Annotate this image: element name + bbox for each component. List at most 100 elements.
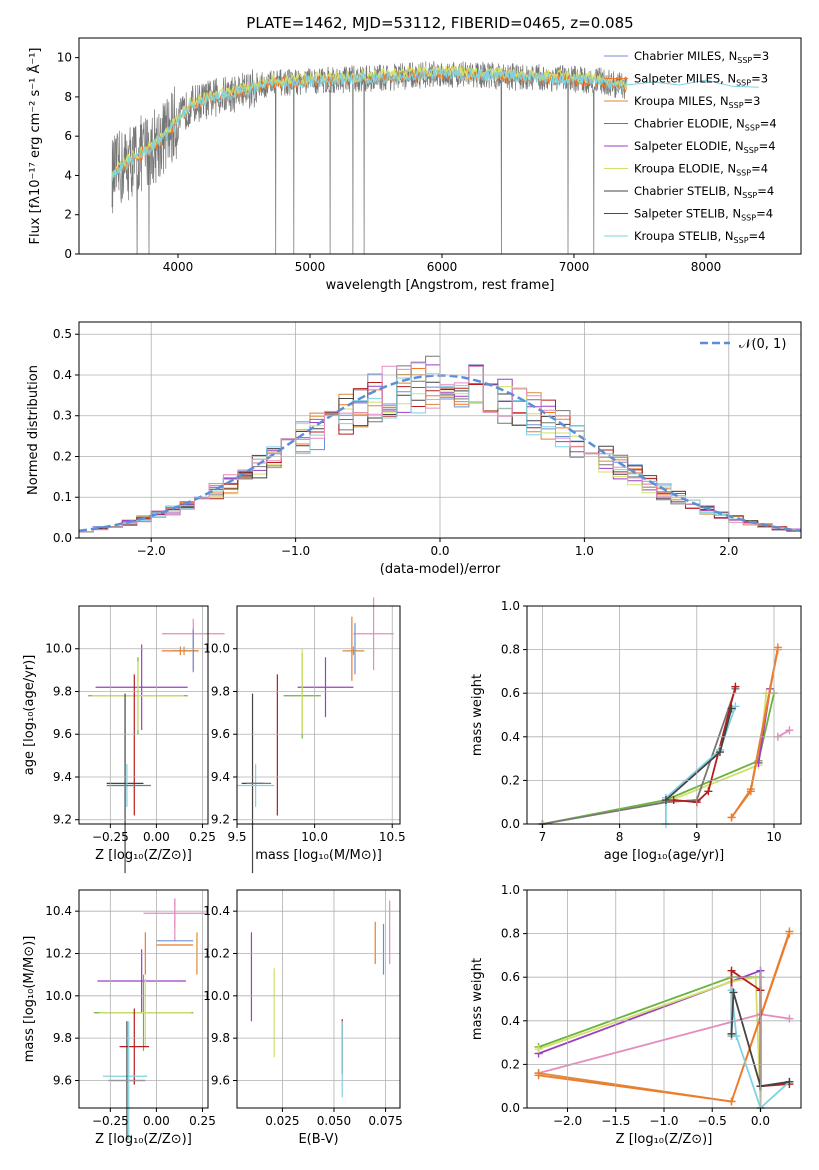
mass-weight-point [534, 1045, 543, 1054]
y-tick-label: 9.4 [211, 770, 230, 784]
x-axis-label: Z [log₁₀(Z/Z⊙)] [616, 1132, 713, 1147]
y-tick-label: 9.4 [53, 770, 72, 784]
y-tick-label: 0.1 [53, 490, 72, 504]
y-tick-label: 10.4 [45, 904, 72, 918]
x-tick-label: −1.5 [601, 1114, 630, 1128]
y-tick-label: 0.8 [501, 927, 520, 941]
y-tick-label: 10.4 [203, 904, 230, 918]
axes-frame [236, 889, 401, 1109]
residuals-panel: −2.0 −1.0 0.0 1.0 2.0 0.0 0.1 0.2 0.3 0.4 0.5 (data… [26, 321, 802, 577]
y-tick-label: 9.6 [53, 727, 72, 741]
y-tick-label: 0.2 [53, 449, 72, 463]
y-tick-label: 10 [57, 51, 72, 65]
x-tick-label: 5000 [295, 260, 326, 274]
model-spectrum-line [111, 68, 759, 182]
y-tick-label: 0.5 [53, 327, 72, 341]
y-tick-label: 0.0 [501, 1101, 520, 1115]
x-tick-label: 2.0 [719, 544, 738, 558]
mass-vs-ebv-panel: 0.025 0.050 0.075 9.6 9.8 10.0 10.2 10.4 E(B-V) [203, 889, 403, 1147]
axes-frame [526, 605, 802, 825]
legend-entry: Salpeter STELIB, NSSP=4 [634, 207, 773, 223]
y-tick-label: 9.8 [53, 684, 72, 698]
x-tick-label: 0.0 [430, 544, 449, 558]
mass-weight-point [729, 988, 738, 997]
y-axis-label: mass weight [470, 958, 485, 1040]
y-tick-label: 9.8 [211, 684, 230, 698]
age-vs-mass-panel: 9.5 10.0 10.5 9.2 9.4 9.6 9.8 10.0 mass [log₁₀(M… [203, 597, 406, 874]
observed-spectrum-line [111, 61, 628, 254]
x-tick-label: 0.00 [143, 1114, 170, 1128]
mass-weight-point [727, 813, 736, 822]
x-tick-label: 0.00 [143, 830, 170, 844]
y-tick-label: 10.0 [203, 989, 230, 1003]
mass-weight-point [715, 748, 724, 757]
mass-weight-line [777, 729, 790, 738]
x-tick-label: 6000 [427, 260, 458, 274]
x-tick-label: 0.25 [189, 1114, 216, 1128]
mass-weight-point [746, 787, 755, 796]
y-tick-label: 0.3 [53, 409, 72, 423]
y-tick-label: 0.4 [53, 368, 72, 382]
x-tick-label: 0.050 [317, 1114, 351, 1128]
x-tick-label: 10.0 [301, 830, 328, 844]
y-tick-label: 0.8 [501, 643, 520, 657]
mass-weight-point [727, 704, 736, 713]
axes-frame [78, 889, 209, 1109]
y-tick-label: 9.8 [211, 1031, 230, 1045]
y-tick-label: 10.2 [203, 946, 230, 960]
mass-weight-point [785, 1077, 794, 1086]
x-axis-label: mass [log₁₀(M/M⊙)] [255, 848, 382, 863]
mass-weight-line [542, 688, 737, 825]
x-tick-label: 4000 [163, 260, 194, 274]
mass-weight-line [538, 976, 762, 1108]
y-tick-label: 9.2 [53, 813, 72, 827]
y-tick-label: 0.2 [501, 1057, 520, 1071]
y-tick-label: 0.2 [501, 773, 520, 787]
x-tick-label: 8000 [691, 260, 722, 274]
weight-vs-z-panel: −2.0 −1.5 −1.0 −0.5 0.0 0.0 0.2 0.4 0.6 0.8 1.0 Z [… [470, 883, 802, 1147]
x-tick-label: −1.0 [281, 544, 310, 558]
mass-weight-point [727, 1029, 736, 1038]
x-tick-label: 7000 [559, 260, 590, 274]
mass-weight-point [731, 682, 740, 691]
x-tick-label: 1.0 [575, 544, 594, 558]
x-tick-label: −2.0 [553, 1114, 582, 1128]
y-tick-label: 9.2 [211, 813, 230, 827]
y-tick-label: 0.4 [501, 730, 520, 744]
y-tick-label: 0.4 [501, 1014, 520, 1028]
mass-weight-point [669, 796, 678, 805]
x-tick-label: 0.025 [265, 1114, 299, 1128]
y-tick-label: 2 [64, 208, 72, 222]
y-axis-label: Flux [fλ10⁻¹⁷ erg cm⁻² s⁻¹ Å⁻¹] [27, 48, 43, 245]
x-tick-label: 9 [693, 830, 701, 844]
x-tick-label: 0.0 [751, 1114, 770, 1128]
axes-frame [78, 605, 209, 825]
mass-weight-line [730, 992, 790, 1088]
x-axis-label: (data-model)/error [380, 562, 501, 577]
y-tick-label: 9.6 [211, 727, 230, 741]
legend-entry: Kroupa STELIB, NSSP=4 [634, 229, 765, 245]
y-tick-label: 10.0 [203, 642, 230, 656]
mass-weight-point [785, 1014, 794, 1023]
mass-vs-z-panel: −0.25 0.00 0.25 9.6 9.8 10.0 10.2 10.4 Z [log₁₀(… [22, 889, 216, 1147]
y-tick-label: 4 [64, 168, 72, 182]
y-tick-label: 0 [64, 247, 72, 261]
legend-entry: Salpeter MILES, NSSP=3 [634, 72, 768, 88]
y-tick-label: 9.6 [211, 1073, 230, 1087]
y-tick-label: 10.0 [45, 642, 72, 656]
y-tick-label: 10.0 [45, 989, 72, 1003]
x-axis-label: age [log₁₀(age/yr)] [604, 848, 725, 863]
legend-entry: Chabrier ELODIE, NSSP=4 [634, 117, 777, 133]
y-axis-label: Normed distribution [26, 365, 41, 495]
axes-frame [236, 605, 401, 825]
spectrum-legend: Chabrier MILES, NSSP=3 Salpeter MILES, NS… [604, 49, 777, 245]
y-axis-label: mass [log₁₀(M/M⊙)] [22, 936, 37, 1063]
spectrum-title: PLATE=1462, MJD=53112, FIBERID=0465, z=0… [246, 14, 633, 32]
weight-vs-age-panel: 7 8 9 10 0.0 0.2 0.4 0.6 0.8 1.0 age [log₁₀(age/yr… [470, 599, 802, 863]
x-axis-label: Z [log₁₀(Z/Z⊙)] [95, 848, 192, 863]
x-axis-label: wavelength [Angstrom, rest frame] [326, 278, 555, 293]
x-tick-label: 10 [766, 830, 781, 844]
mass-weight-line [665, 706, 737, 824]
y-tick-label: 0.6 [501, 970, 520, 984]
